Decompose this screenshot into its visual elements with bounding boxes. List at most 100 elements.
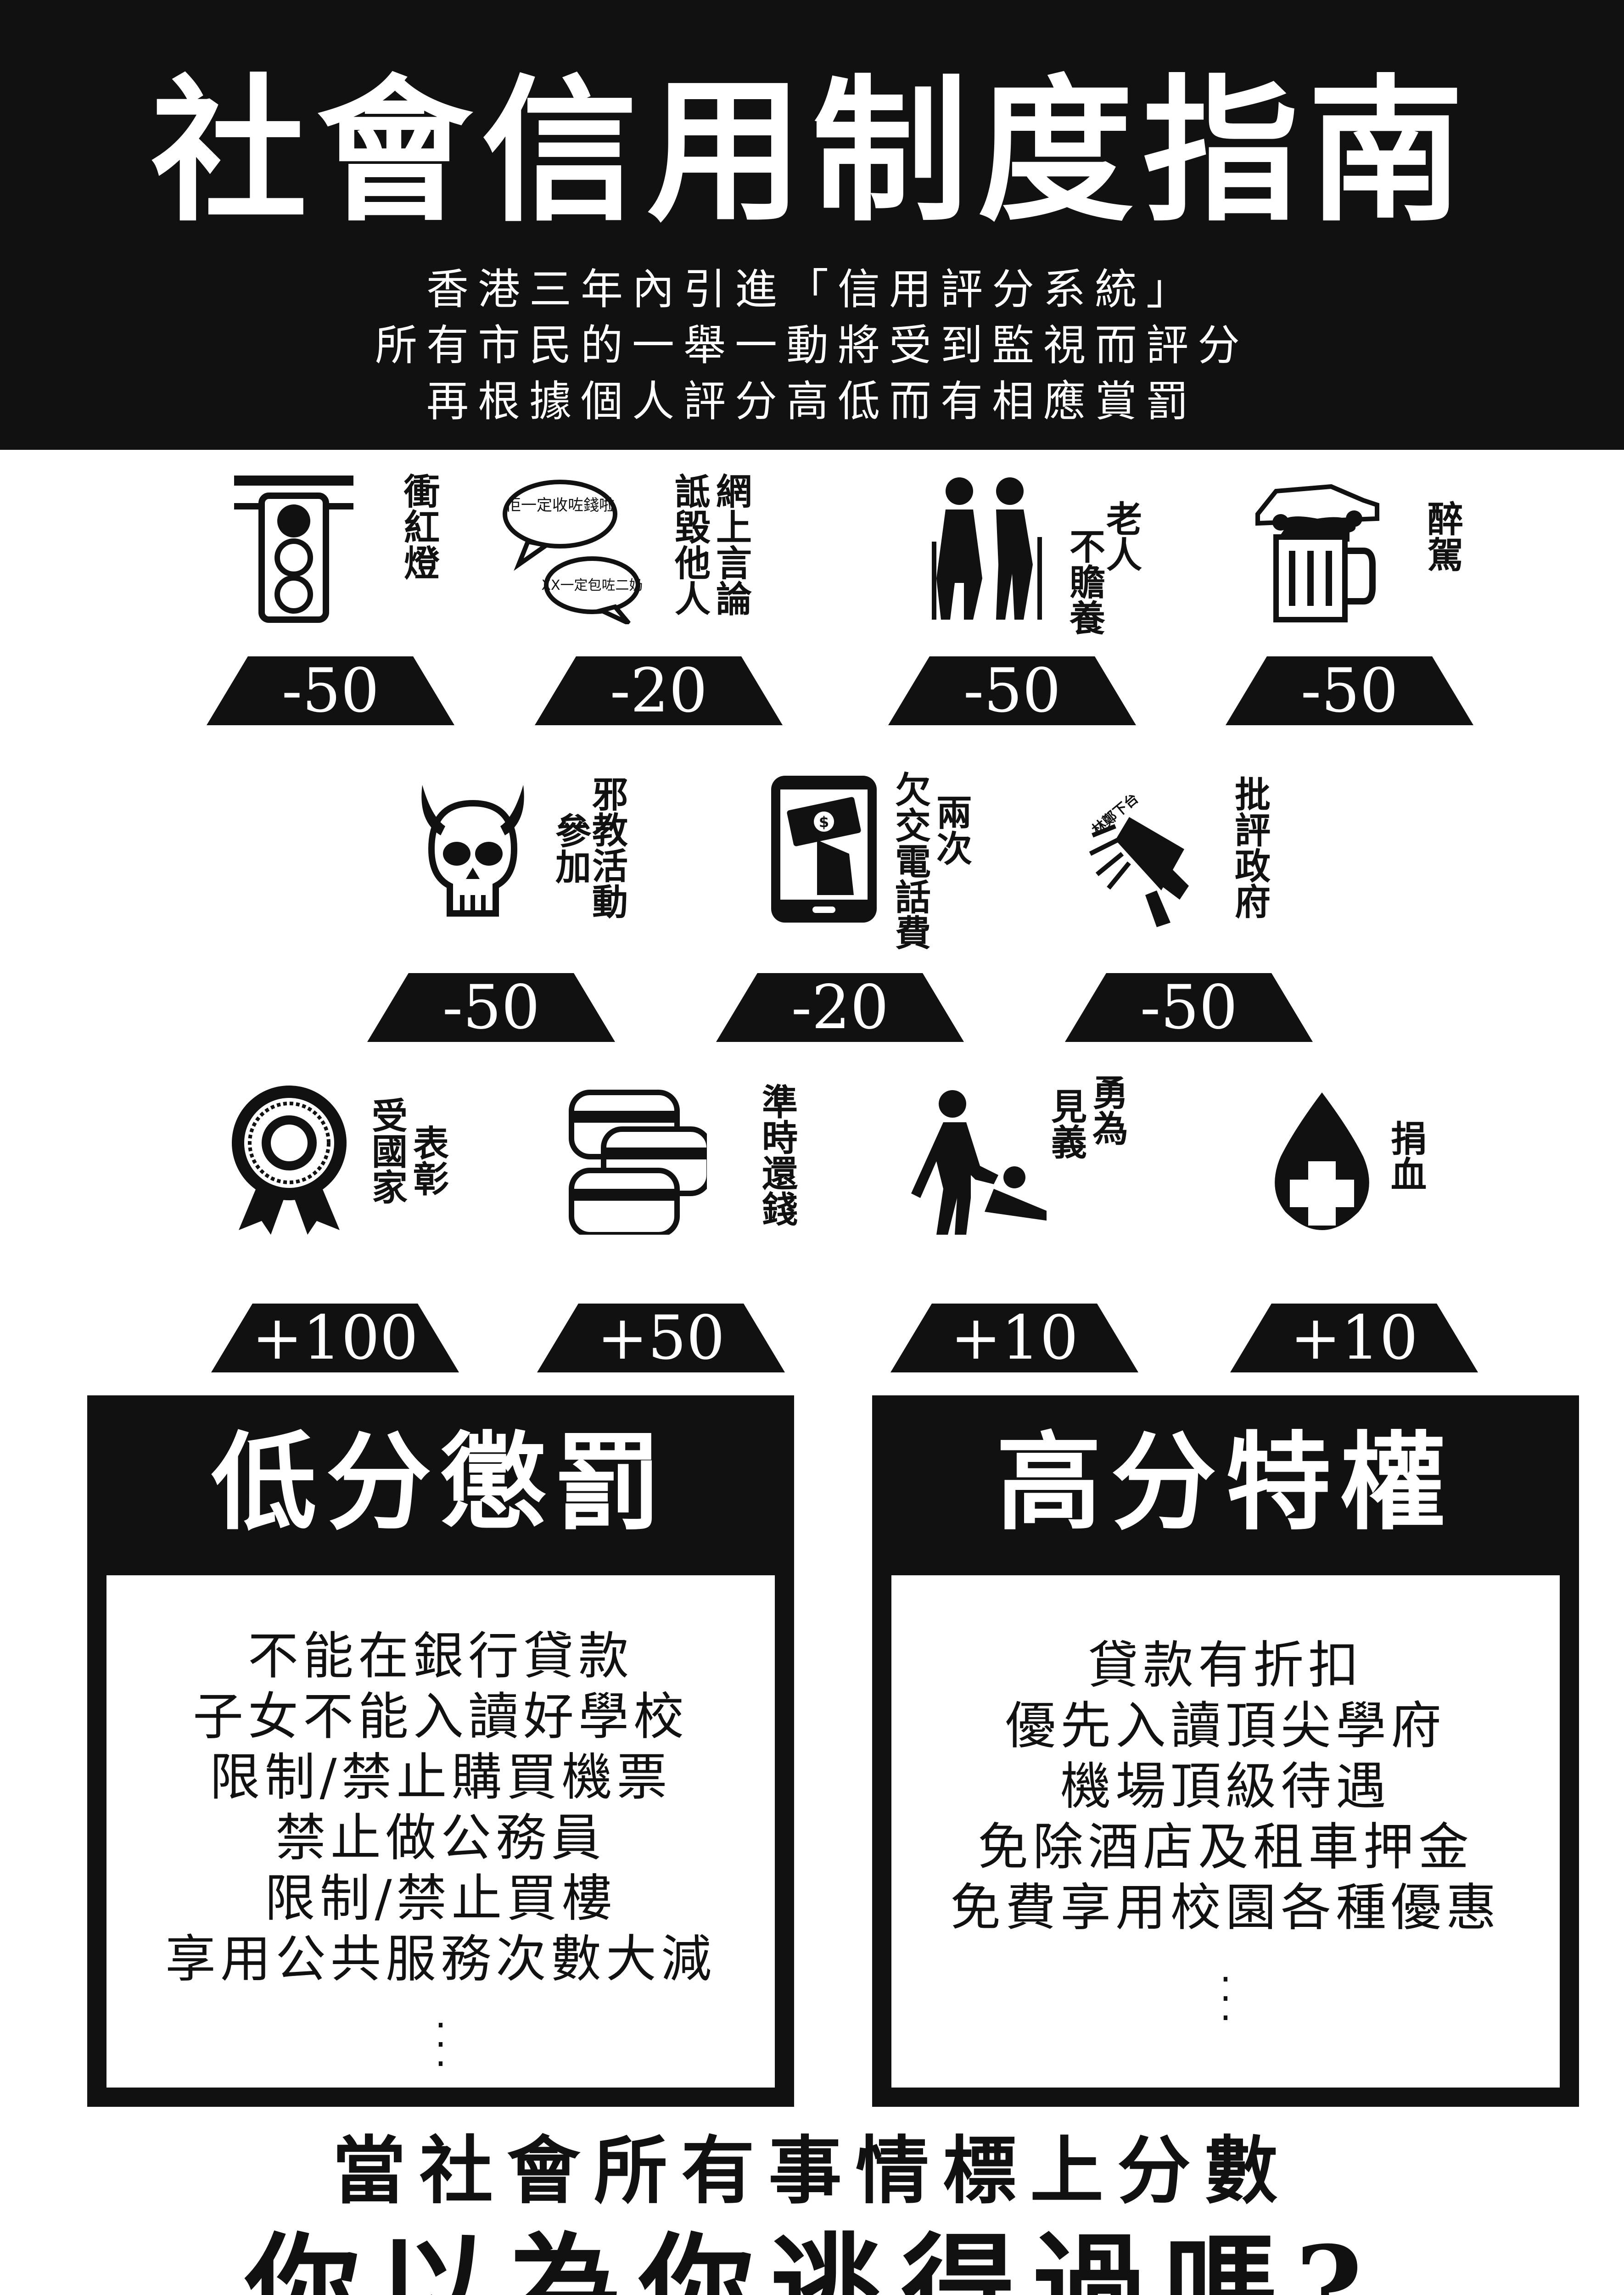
- header-banner: 社會信用制度指南 香港三年內引進「信用評分系統」 所有市民的一舉一動將受到監視而…: [0, 0, 1624, 450]
- item-cult: 參加 邪教活動: [386, 767, 661, 968]
- score-tag: +100: [211, 1304, 459, 1372]
- score-value: -20: [610, 655, 708, 726]
- item-brave-act: 見義 勇為: [895, 1074, 1170, 1276]
- traffic-light-icon: [234, 476, 353, 623]
- item-label: 準時還錢: [756, 1083, 798, 1226]
- list-item: 優先入讀頂尖學府: [1005, 1696, 1446, 1755]
- item-elderly-care: 不贍養 老人: [900, 464, 1175, 666]
- bubble-text-1: 佢一定收咗錢啦: [505, 496, 615, 515]
- ellipsis-icon: · · ·: [1220, 1958, 1232, 2039]
- score-tag: +10: [1230, 1304, 1478, 1372]
- score-value: -50: [1300, 655, 1399, 726]
- item-label: 捐血: [1385, 1120, 1427, 1192]
- item-blood-donation: 捐血: [1249, 1074, 1524, 1276]
- subtitle-line: 香港三年內引進「信用評分系統」: [426, 265, 1198, 314]
- list-item: 限制/禁止購買機票: [209, 1748, 672, 1807]
- helping-person-icon: [911, 1090, 1047, 1235]
- item-label: 老人: [1100, 500, 1142, 572]
- list-item: 機場頂級待遇: [1060, 1757, 1391, 1816]
- subtitle-line: 再根據個人評分高低而有相應賞罰: [426, 377, 1198, 426]
- item-label: 邪教活動: [586, 776, 628, 919]
- score-value: +50: [597, 1303, 725, 1373]
- score-trapezoid: [537, 1304, 785, 1372]
- item-online-slander: 佢一定收咗錢啦 XX一定包咗二奶 詆毀他人 網上言論: [496, 464, 771, 666]
- item-label: 詆毀他人: [669, 473, 711, 616]
- list-item: 限制/禁止買樓: [264, 1869, 617, 1928]
- page-title: 社會信用制度指南: [151, 60, 1473, 243]
- score-tag: +10: [890, 1304, 1138, 1372]
- score-tag: -50: [888, 656, 1136, 725]
- penalties-box: 低分懲罰 不能在銀行貸款 子女不能入讀好學校 限制/禁止購買機票 禁止做公務員 …: [87, 1395, 794, 2107]
- item-label: 參加: [549, 812, 591, 884]
- score-value: +10: [950, 1303, 1079, 1373]
- item-label: 見義: [1045, 1088, 1087, 1159]
- score-value: -50: [281, 655, 380, 726]
- score-trapezoid: [888, 656, 1136, 725]
- footer-line-2: 你以為你逃得過嗎?: [245, 2221, 1379, 2295]
- score-value: -50: [442, 972, 540, 1043]
- list-item: 免費享用校園各種優惠: [950, 1878, 1501, 1937]
- item-label: 網上言論: [710, 473, 752, 616]
- car-on-beer-icon: [1255, 484, 1379, 622]
- score-trapezoid: [535, 656, 783, 725]
- list-item: 不能在銀行貸款: [248, 1627, 633, 1685]
- score-value: -50: [963, 655, 1061, 726]
- item-label: 勇為: [1086, 1074, 1128, 1146]
- score-value: +100: [252, 1303, 419, 1373]
- score-trapezoid: [211, 1304, 459, 1372]
- score-trapezoid: [890, 1304, 1138, 1372]
- score-tag: -50: [207, 656, 454, 725]
- item-criticize-government: 林鄭下台 批評政府: [1056, 767, 1331, 968]
- svg-text:$: $: [819, 813, 829, 831]
- blood-drop-icon: [1275, 1092, 1369, 1230]
- penalties-list-panel: 不能在銀行貸款 子女不能入讀好學校 限制/禁止購買機票 禁止做公務員 限制/禁止…: [101, 1570, 780, 2093]
- privileges-title: 高分特權: [996, 1421, 1455, 1545]
- privileges-list: 貸款有折扣 優先入讀頂尖學府 機場頂級待遇 免除酒店及租車押金 免費享用校園各種…: [891, 1635, 1560, 1938]
- item-label: 表彰: [407, 1125, 449, 1196]
- score-tag: -20: [716, 973, 964, 1042]
- item-label: 欠交電話費: [889, 771, 931, 950]
- score-value: +10: [1290, 1303, 1418, 1373]
- item-repay-on-time: 準時還錢: [555, 1074, 831, 1276]
- score-trapezoid: [207, 656, 454, 725]
- item-label: 批評政府: [1229, 776, 1271, 919]
- item-state-award: 受國家 表彰: [202, 1074, 477, 1276]
- speech-bubbles-icon: 佢一定收咗錢啦 XX一定包咗二奶: [503, 480, 643, 624]
- list-item: 享用公共服務次數大減: [165, 1930, 716, 1988]
- score-tag: +50: [537, 1304, 785, 1372]
- score-tag: -50: [1226, 656, 1473, 725]
- score-trapezoid: [1230, 1304, 1478, 1372]
- score-tag: -50: [367, 973, 615, 1042]
- footer-line-1: 當社會所有事情標上分數: [332, 2128, 1292, 2214]
- bubble-text-2: XX一定包咗二奶: [541, 577, 643, 593]
- subtitle-line: 所有市民的一舉一動將受到監視而評分: [375, 321, 1249, 370]
- subtitle: 香港三年內引進「信用評分系統」 所有市民的一舉一動將受到監視而評分 再根據個人評…: [0, 262, 1624, 430]
- score-tag: -20: [535, 656, 783, 725]
- score-trapezoid: [1065, 973, 1313, 1042]
- item-label: 兩次: [930, 794, 972, 866]
- score-trapezoid: [367, 973, 615, 1042]
- credit-cards-icon: [569, 1090, 707, 1235]
- privileges-list-panel: 貸款有折扣 優先入讀頂尖學府 機場頂級待遇 免除酒店及租車押金 免費享用校園各種…: [886, 1570, 1565, 2093]
- score-value: -20: [791, 972, 889, 1043]
- award-rosette-icon: [232, 1086, 347, 1235]
- megaphone-icon: 林鄭下台: [1089, 790, 1189, 927]
- item-red-light: 衝紅燈: [207, 464, 482, 666]
- score-trapezoid: [1226, 656, 1473, 725]
- item-label: 醉駕: [1422, 500, 1463, 572]
- item-label: 受國家: [366, 1097, 408, 1204]
- item-drunk-driving: 醉駕: [1230, 464, 1506, 666]
- list-item: 禁止做公務員: [275, 1808, 606, 1867]
- horned-skull-icon: [421, 785, 524, 917]
- list-item: 子女不能入讀好學校: [193, 1687, 689, 1746]
- ellipsis-icon: · · ·: [435, 2004, 447, 2085]
- score-value: -50: [1140, 972, 1238, 1043]
- phone-bill-icon: $: [771, 776, 877, 923]
- list-item: 免除酒店及租車押金: [978, 1818, 1473, 1876]
- item-phone-bill: $ 欠交電話費 兩次: [757, 767, 1033, 968]
- item-label: 衝紅燈: [398, 473, 440, 580]
- elderly-couple-icon: [932, 477, 1042, 620]
- item-label: 不贍養: [1064, 528, 1105, 635]
- penalties-title: 低分懲罰: [211, 1421, 670, 1545]
